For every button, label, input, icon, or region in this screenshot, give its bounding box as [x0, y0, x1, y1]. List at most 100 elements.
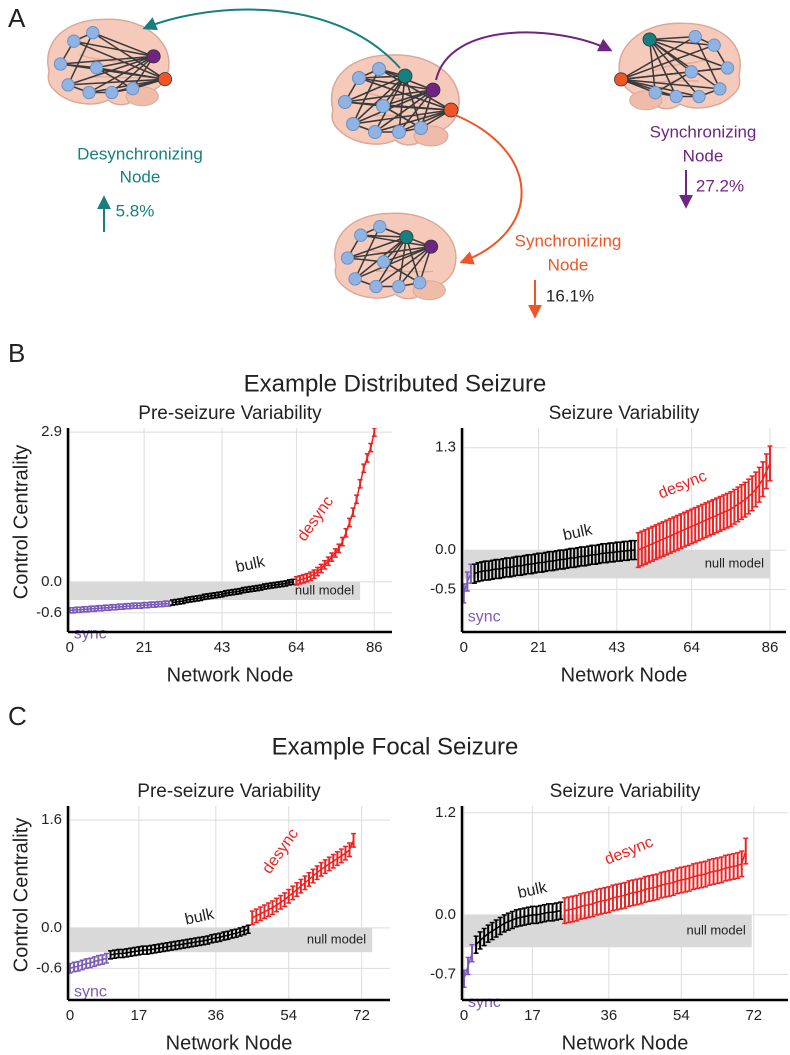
error-bar — [550, 550, 556, 572]
error-bar — [166, 600, 172, 607]
error-bar — [332, 548, 338, 558]
error-bar — [282, 892, 288, 908]
error-bar — [756, 466, 762, 503]
node — [648, 86, 662, 100]
error-bar — [692, 506, 698, 543]
error-bar — [630, 879, 636, 907]
error-bar — [350, 507, 356, 518]
error-bar — [500, 557, 506, 579]
error-bar — [249, 910, 255, 926]
error-bar — [699, 503, 705, 540]
error-bar — [602, 886, 608, 914]
error-bar — [553, 550, 559, 571]
plot-area — [68, 806, 390, 1000]
node — [368, 125, 382, 139]
error-bar — [767, 445, 773, 482]
edge — [620, 78, 700, 98]
error-bar — [342, 845, 348, 861]
error-bar — [347, 517, 353, 528]
plot-area — [462, 428, 786, 632]
error-bar — [311, 569, 317, 580]
error-bar — [566, 896, 572, 924]
error-bar — [650, 874, 656, 902]
null-band — [70, 927, 373, 953]
error-bar — [300, 573, 306, 584]
error-bar — [371, 428, 377, 438]
series-label: bulk — [562, 521, 595, 544]
error-bar — [294, 882, 300, 898]
error-bar — [205, 935, 211, 945]
x-tick-label: 36 — [207, 1007, 224, 1024]
edge — [360, 234, 432, 248]
error-bar — [674, 867, 680, 895]
error-bar — [635, 532, 641, 569]
x-tick-label: 43 — [214, 639, 231, 656]
edge — [649, 39, 700, 97]
node — [340, 251, 355, 265]
error-bar — [274, 897, 280, 913]
error-bar — [671, 516, 677, 553]
node — [348, 272, 362, 286]
x-tick-label: 0 — [66, 1007, 74, 1024]
error-bar — [731, 488, 737, 525]
error-bar — [326, 856, 332, 872]
edge — [649, 35, 696, 41]
error-bar — [574, 894, 580, 922]
error-bar — [594, 888, 600, 916]
error-bar — [537, 904, 543, 924]
error-bar — [334, 851, 340, 867]
error-bar — [662, 870, 668, 898]
node — [392, 279, 406, 294]
error-bar — [642, 528, 648, 566]
error-bar — [618, 882, 624, 910]
error-bar — [638, 877, 644, 905]
edge — [378, 68, 452, 111]
error-bar — [694, 862, 700, 890]
error-bar — [562, 897, 568, 925]
error-bar — [646, 527, 652, 564]
edge — [352, 68, 380, 125]
error-bar — [727, 853, 733, 881]
null-band-label: null model — [307, 931, 366, 946]
plot-area — [68, 428, 392, 632]
error-bar — [664, 519, 670, 556]
x-tick-label: 0 — [460, 1007, 468, 1024]
node — [369, 279, 383, 294]
error-bar — [721, 494, 727, 531]
error-bar — [258, 584, 264, 591]
error-bar — [237, 927, 243, 937]
x-tick-label: 17 — [524, 1007, 541, 1024]
edge — [374, 89, 434, 133]
edge — [621, 78, 720, 90]
edge — [67, 32, 94, 86]
edge — [96, 67, 166, 80]
error-bar — [632, 539, 638, 561]
error-bar — [614, 883, 620, 911]
edge — [88, 55, 154, 94]
x-tick-label: 0 — [460, 639, 468, 656]
error-bar — [290, 885, 296, 901]
x-tick-label: 72 — [353, 1007, 370, 1024]
error-bar — [617, 541, 623, 562]
error-bar — [325, 556, 331, 567]
series-line — [296, 431, 376, 582]
error-bar — [678, 866, 684, 894]
error-bar — [539, 552, 545, 573]
error-bar — [543, 551, 549, 573]
panel-a: A Desynchronizing Node 5.8% Synchronizin… — [8, 3, 756, 319]
x-tick-label: 54 — [673, 1007, 690, 1024]
y-tick-label: 1.2 — [435, 804, 456, 821]
error-bar — [283, 580, 289, 587]
error-bar — [582, 892, 588, 920]
error-bar — [735, 486, 741, 523]
error-bar — [302, 875, 308, 891]
panel-title: Example Focal Seizure — [272, 733, 519, 760]
error-bar — [298, 878, 304, 894]
error-bar — [489, 921, 495, 941]
error-bar — [308, 571, 314, 582]
chart-title: Pre-seizure Variability — [138, 403, 322, 424]
node — [67, 34, 81, 48]
node — [372, 62, 386, 76]
error-bar — [646, 875, 652, 903]
teal-node — [642, 32, 657, 47]
